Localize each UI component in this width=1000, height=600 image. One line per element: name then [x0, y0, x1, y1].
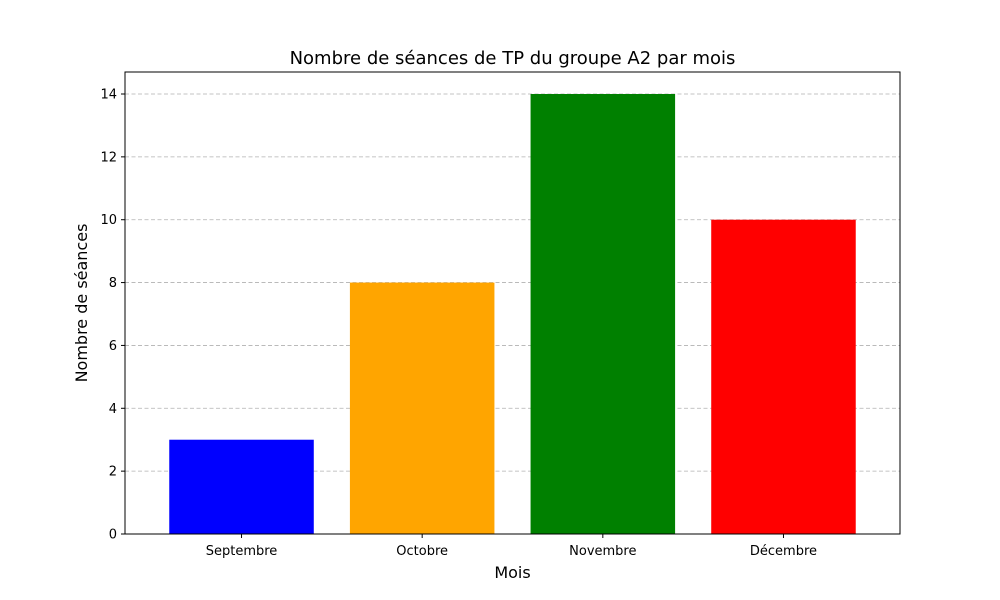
- x-axis-ticks: Septembre Octobre Novembre Décembre: [206, 534, 817, 559]
- y-tick-label: 6: [109, 339, 117, 354]
- bar-d-cembre: [711, 219, 856, 534]
- x-axis-label: Mois: [494, 563, 530, 582]
- bar-octobre: [349, 282, 495, 534]
- chart-title: Nombre de séances de TP du groupe A2 par…: [290, 48, 736, 69]
- bar-novembre: [530, 94, 676, 534]
- bar-septembre: [169, 439, 314, 534]
- y-tick-label: 10: [100, 213, 117, 228]
- x-tick-label: Novembre: [569, 544, 636, 559]
- y-tick-label: 8: [109, 276, 117, 291]
- y-tick-label: 0: [109, 528, 117, 543]
- y-tick-label: 2: [109, 465, 117, 480]
- y-tick-label: 12: [100, 150, 117, 165]
- x-tick-label: Octobre: [396, 544, 448, 559]
- y-axis-ticks: 0 2 4 6 8 10 12 14: [100, 88, 125, 543]
- y-tick-label: 14: [100, 88, 117, 103]
- x-tick-label: Décembre: [750, 544, 817, 559]
- y-axis-label: Nombre de séances: [72, 224, 91, 383]
- y-tick-label: 4: [109, 402, 117, 417]
- x-tick-label: Septembre: [206, 544, 278, 559]
- plot-frame: [124, 71, 901, 535]
- bars: [169, 94, 856, 534]
